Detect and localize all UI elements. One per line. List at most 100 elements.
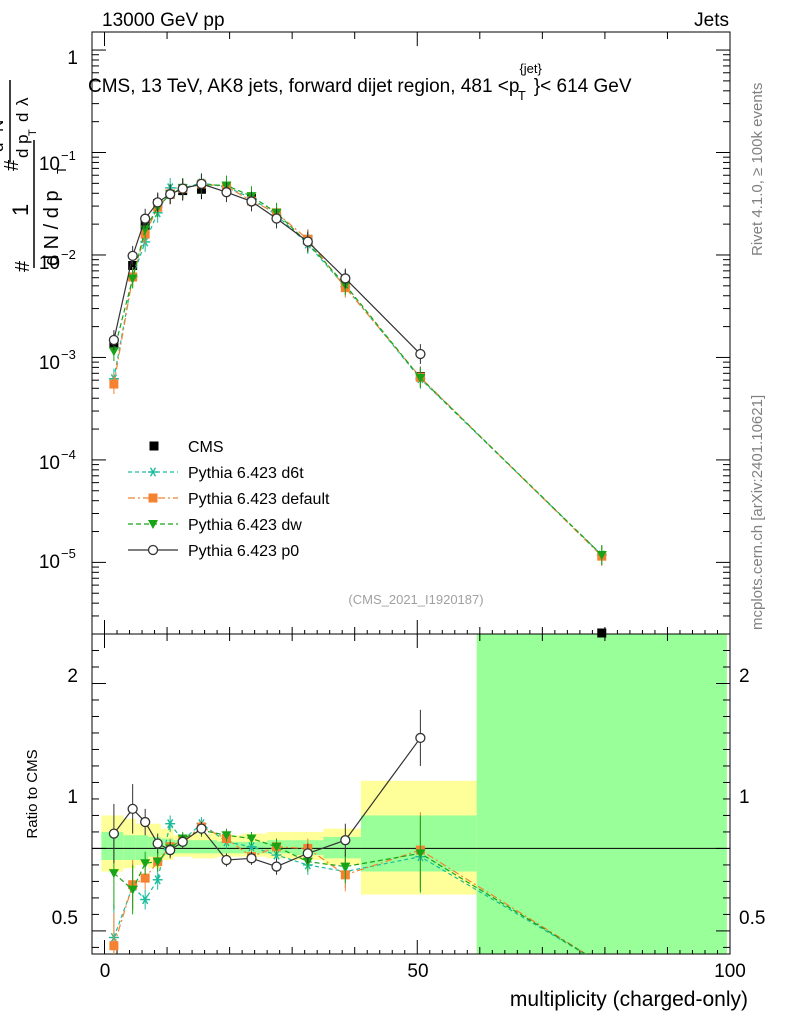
y-tick-label-1: 1 [67, 48, 78, 69]
y-tick-label-1e-2: 10 [39, 253, 60, 274]
y-tick-label-1e-4: 10 [39, 453, 60, 474]
band-inner-11 [323, 836, 361, 859]
ratio-point [108, 869, 119, 879]
band-inner-2 [135, 835, 149, 860]
legend-label: Pythia 6.423 dw [188, 517, 302, 534]
ratio-tick-labels: 0.5 1 2 0.5 1 2 [52, 666, 766, 929]
svg-text:d: d [0, 143, 7, 152]
data-point [127, 274, 138, 284]
ratio-series-group [108, 709, 588, 954]
svg-text:T: T [54, 166, 69, 174]
legend-label: CMS [188, 439, 224, 456]
ratio-point [196, 823, 207, 834]
ratio-point [152, 838, 163, 849]
legend-marker [148, 520, 158, 529]
x-axis-label: multiplicity (charged-only) [510, 988, 748, 1011]
y-tick-exp-1e-1: −1 [61, 148, 76, 163]
data-point [302, 236, 313, 247]
x-tick-label-50: 50 [407, 961, 428, 982]
ratio-point [221, 831, 232, 841]
band-inner-7 [217, 841, 243, 854]
category-label: Jets [694, 10, 729, 31]
ratio-point [340, 835, 351, 846]
y-tick-exp-1e-5: −5 [61, 546, 76, 561]
ratio-plot-frame [91, 633, 731, 955]
plot-title: CMS, 13 TeV, AK8 jets, forward dijet reg… [88, 61, 632, 103]
data-point [196, 178, 207, 190]
ratio-tick-label-right-2: 2 [739, 666, 750, 687]
mcplots-label: mcplots.cern.ch [arXiv:2401.10621] [749, 395, 766, 630]
ratio-point [152, 857, 163, 867]
rivet-version-label: Rivet 4.1.0, ≥ 100k events [749, 83, 766, 256]
y-tick-exp-1e-4: −4 [61, 447, 76, 462]
ratio-point [271, 861, 282, 872]
ratio-point [140, 894, 151, 905]
y-tick-label-1e-1: 10 [39, 154, 60, 175]
legend-marker [148, 467, 158, 477]
ratio-point [415, 732, 426, 744]
data-point [152, 197, 163, 208]
main-y-axis-label: # 1 d N / d p T # d 2 N d p T d λ [0, 80, 69, 272]
svg-text:λ: λ [13, 97, 32, 106]
svg-text:1: 1 [8, 204, 33, 216]
ratio-point [246, 853, 257, 864]
band-inner-6 [192, 840, 218, 854]
energy-label: 13000 GeV pp [102, 10, 225, 31]
band-inner-0 [101, 831, 124, 860]
legend-entry-pythia-6-423-d6t: Pythia 6.423 d6t [128, 465, 304, 482]
ratio-y-axis-label: Ratio to CMS [24, 749, 41, 838]
ratio-point [221, 854, 232, 866]
ratio-point [127, 803, 138, 814]
svg-text:d N / d p: d N / d p [41, 190, 63, 266]
data-point [108, 347, 119, 357]
ratio-tick-label-right-0.5: 0.5 [739, 908, 765, 929]
legend-label: Pythia 6.423 p0 [188, 543, 299, 560]
ratio-point [415, 849, 426, 859]
data-point [246, 196, 257, 207]
x-tick-label-100: 100 [714, 961, 746, 982]
ratio-point [177, 836, 188, 847]
main-y-tick-labels: 1 10 −1 10 −2 10 −3 10 −4 10 −5 [39, 48, 78, 573]
main-series-pythia-6-423-default [109, 174, 607, 567]
data-point [127, 250, 138, 262]
axis-ticks [92, 32, 731, 954]
svg-text:#: # [1, 159, 23, 171]
legend-marker [148, 493, 158, 503]
data-point [271, 213, 282, 224]
legend-label: Pythia 6.423 d6t [188, 465, 304, 482]
ratio-point [127, 885, 138, 895]
data-point [415, 348, 426, 360]
ratio-point [165, 844, 176, 856]
ratio-tick-label-1: 1 [67, 787, 78, 808]
ratio-point [140, 859, 151, 869]
ratio-point [109, 941, 119, 951]
ratio-uncertainty-bands [101, 634, 727, 954]
band-inner-8 [242, 841, 268, 854]
ratio-tick-label-0.5: 0.5 [52, 908, 78, 929]
ratio-point [165, 819, 176, 829]
data-point [415, 374, 426, 384]
main-series-pythia-6-423-p0 [108, 173, 426, 364]
svg-text:d: d [13, 113, 32, 122]
analysis-id-watermark: (CMS_2021_I1920187) [348, 592, 483, 607]
svg-text:N: N [0, 120, 7, 132]
svg-text:d p: d p [13, 134, 32, 158]
legend-entry-pythia-6-423-dw: Pythia 6.423 dw [128, 517, 302, 534]
x-tick-label-0: 0 [100, 961, 111, 982]
legend-marker [149, 441, 159, 451]
legend-entry-cms: CMS [149, 439, 224, 456]
legend-label: Pythia 6.423 default [188, 491, 330, 508]
ratio-point [246, 842, 257, 852]
svg-text:T: T [27, 129, 39, 136]
data-point [140, 213, 151, 224]
ratio-point [340, 862, 351, 872]
ratio-point [152, 875, 163, 885]
legend-entry-pythia-6-423-default: Pythia 6.423 default [128, 491, 330, 508]
legend-marker [147, 544, 159, 556]
data-point [108, 334, 120, 346]
data-point [165, 189, 176, 200]
ratio-point [140, 816, 151, 828]
svg-text:#: # [12, 260, 34, 272]
y-tick-label-1e-5: 10 [39, 552, 60, 573]
